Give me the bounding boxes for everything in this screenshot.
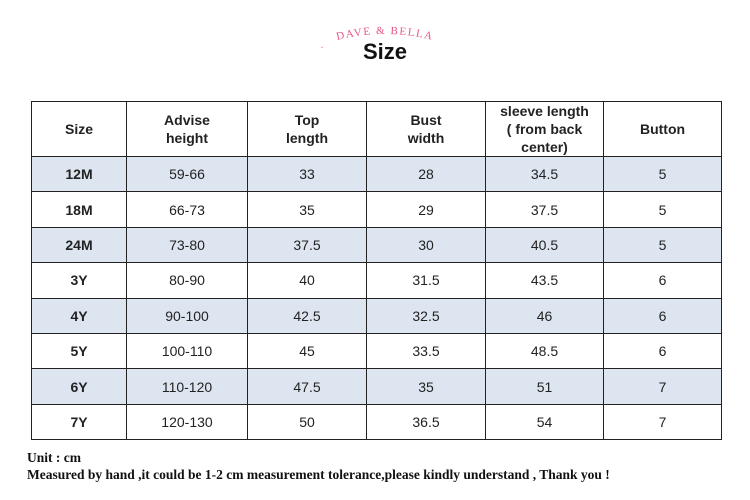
table-cell: 3Y xyxy=(31,262,127,299)
header-cell: sleeve length ( from back center) xyxy=(485,101,604,157)
table-cell: 4Y xyxy=(31,297,127,334)
brand-text: DAVE & BELLA xyxy=(335,25,435,43)
header-cell: Button xyxy=(603,101,722,157)
table-cell: 30 xyxy=(366,226,486,264)
table-cell: 7 xyxy=(603,403,722,441)
table-cell: 40 xyxy=(247,262,367,299)
table-cell: 6 xyxy=(603,297,722,334)
table-cell: 100-110 xyxy=(126,332,248,370)
table-cell: 120-130 xyxy=(126,403,248,441)
table-cell: 7 xyxy=(603,368,722,405)
table-cell: 46 xyxy=(485,297,604,334)
table-cell: 37.5 xyxy=(247,226,367,264)
table-cell: 48.5 xyxy=(485,332,604,370)
table-cell: 31.5 xyxy=(366,262,486,299)
table-cell: 47.5 xyxy=(247,368,367,405)
table-cell: 5Y xyxy=(31,332,127,370)
table-cell: 59-66 xyxy=(126,155,248,193)
table-cell: 51 xyxy=(485,368,604,405)
table-row: 7Y 120-130 50 36.5 54 7 xyxy=(31,403,722,441)
header-row: Size Advise height Top length Bust width sle… xyxy=(31,101,722,157)
table-cell: 33.5 xyxy=(366,332,486,370)
table-row: 5Y 100-110 45 33.5 48.5 6 xyxy=(31,332,722,370)
table-cell: 66-73 xyxy=(126,191,248,228)
table-cell: 110-120 xyxy=(126,368,248,405)
table-cell: 37.5 xyxy=(485,191,604,228)
table-cell: 35 xyxy=(366,368,486,405)
table-cell: 7Y xyxy=(31,403,127,441)
table-cell: 24M xyxy=(31,226,127,264)
table-cell: 32.5 xyxy=(366,297,486,334)
table-cell: 33 xyxy=(247,155,367,193)
header-cell: Advise height xyxy=(126,101,248,157)
table-cell: 50 xyxy=(247,403,367,441)
brand-logo: DAVE & BELLA xyxy=(321,25,435,48)
header-cell: Size xyxy=(31,101,127,157)
brand-text-path: DAVE & BELLA xyxy=(335,25,433,43)
table-cell: 40.5 xyxy=(485,226,604,264)
table-cell: 45 xyxy=(247,332,367,370)
table-row: 4Y 90-100 42.5 32.5 46 6 xyxy=(31,297,722,334)
table-cell: 5 xyxy=(603,191,722,228)
table-cell: 42.5 xyxy=(247,297,367,334)
table-cell: 90-100 xyxy=(126,297,248,334)
table-cell: 5 xyxy=(603,155,722,193)
table-cell: 28 xyxy=(366,155,486,193)
table-cell: 6Y xyxy=(31,368,127,405)
table-cell: 6 xyxy=(603,332,722,370)
table-cell: 80-90 xyxy=(126,262,248,299)
table-row: 6Y 110-120 47.5 35 51 7 xyxy=(31,368,722,405)
table-cell: 36.5 xyxy=(366,403,486,441)
table-row: 24M 73-80 37.5 30 40.5 5 xyxy=(31,226,722,264)
table-row: 18M 66-73 35 29 37.5 5 xyxy=(31,191,722,228)
table-cell: 5 xyxy=(603,226,722,264)
header-cell: Bust width xyxy=(366,101,486,157)
title: Size xyxy=(362,39,408,64)
header-cell: Top length xyxy=(247,101,367,157)
table-cell: 54 xyxy=(485,403,604,441)
table-cell: 18M xyxy=(31,191,127,228)
table-cell: 6 xyxy=(603,262,722,299)
table-cell: 12M xyxy=(31,155,127,193)
table-cell: 73-80 xyxy=(126,226,248,264)
table-cell: 34.5 xyxy=(485,155,604,193)
table-cell: 29 xyxy=(366,191,486,228)
table-cell: 35 xyxy=(247,191,367,228)
unit-note: Unit : cm xyxy=(27,450,81,465)
table-row: 12M 59-66 33 28 34.5 5 xyxy=(31,155,722,193)
size-table: Size Advise height Top length Bust width sle… xyxy=(31,101,722,441)
table-row: 3Y 80-90 40 31.5 43.5 6 xyxy=(31,262,722,299)
tolerance-note: Measured by hand ,it could be 1-2 cm mea… xyxy=(27,467,610,482)
table-cell: 43.5 xyxy=(485,262,604,299)
